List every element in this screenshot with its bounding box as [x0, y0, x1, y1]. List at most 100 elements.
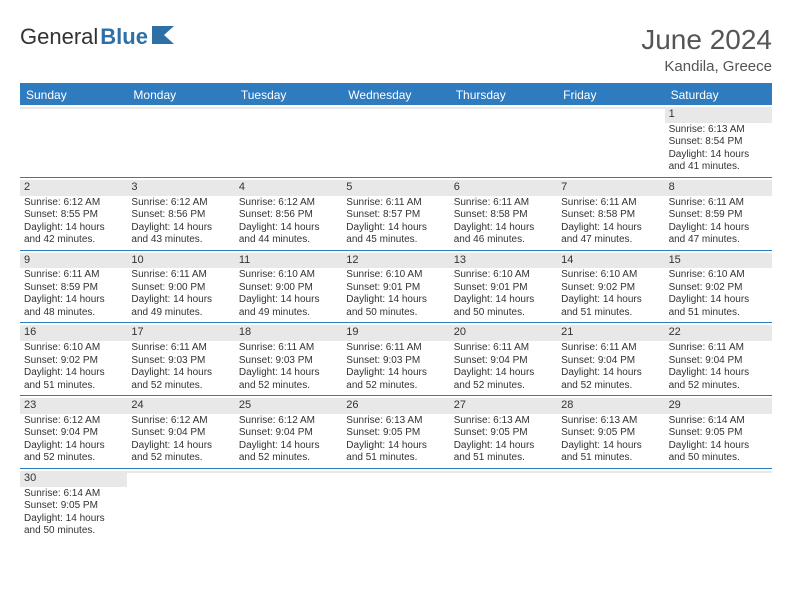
day-detail-line: Sunrise: 6:11 AM: [454, 197, 553, 210]
day-detail-line: and 47 minutes.: [669, 234, 768, 247]
day-detail-line: Sunset: 8:56 PM: [239, 209, 338, 222]
day-number: 16: [24, 326, 36, 338]
brand-logo: GeneralBlue: [20, 24, 178, 50]
day-number: 30: [24, 472, 36, 484]
day-number: 1: [669, 108, 675, 120]
day-detail-line: and 43 minutes.: [131, 234, 230, 247]
day-detail-line: Sunset: 9:03 PM: [131, 355, 230, 368]
day-number-bar: 9: [20, 253, 127, 269]
day-cell: [342, 469, 449, 541]
header: GeneralBlue June 2024 Kandila, Greece: [20, 24, 772, 75]
day-number-bar: 1: [665, 107, 772, 123]
day-number-bar: [342, 107, 449, 109]
day-detail-line: Sunset: 9:02 PM: [669, 282, 768, 295]
day-detail-line: and 51 minutes.: [346, 452, 445, 465]
day-number: 17: [131, 326, 143, 338]
title-block: June 2024 Kandila, Greece: [641, 24, 772, 75]
day-number: 20: [454, 326, 466, 338]
day-number-bar: 29: [665, 398, 772, 414]
calendar-grid: Sunday Monday Tuesday Wednesday Thursday…: [20, 83, 772, 541]
day-detail-line: and 52 minutes.: [239, 380, 338, 393]
day-detail-line: Sunset: 9:05 PM: [669, 427, 768, 440]
dow-thursday: Thursday: [450, 85, 557, 105]
day-number-bar: [665, 471, 772, 473]
day-number-bar: 6: [450, 180, 557, 196]
day-number-bar: 13: [450, 253, 557, 269]
day-detail-line: Sunrise: 6:11 AM: [669, 342, 768, 355]
day-number: 2: [24, 181, 30, 193]
day-cell: [127, 105, 234, 177]
day-detail-line: Sunset: 9:02 PM: [561, 282, 660, 295]
day-cell: 6Sunrise: 6:11 AMSunset: 8:58 PMDaylight…: [450, 178, 557, 250]
day-number-bar: 17: [127, 325, 234, 341]
day-cell: 13Sunrise: 6:10 AMSunset: 9:01 PMDayligh…: [450, 251, 557, 323]
day-detail-line: Daylight: 14 hours: [669, 440, 768, 453]
day-number-bar: 11: [235, 253, 342, 269]
day-detail-line: and 52 minutes.: [24, 452, 123, 465]
day-number-bar: 26: [342, 398, 449, 414]
day-number-bar: 3: [127, 180, 234, 196]
day-detail-line: Sunrise: 6:10 AM: [24, 342, 123, 355]
day-number: 23: [24, 399, 36, 411]
day-detail-line: Sunset: 9:04 PM: [669, 355, 768, 368]
day-detail-line: and 52 minutes.: [131, 452, 230, 465]
day-cell: 9Sunrise: 6:11 AMSunset: 8:59 PMDaylight…: [20, 251, 127, 323]
day-detail-line: and 52 minutes.: [131, 380, 230, 393]
day-detail-line: Daylight: 14 hours: [669, 294, 768, 307]
day-number: 6: [454, 181, 460, 193]
day-cell: 26Sunrise: 6:13 AMSunset: 9:05 PMDayligh…: [342, 396, 449, 468]
day-detail-line: Daylight: 14 hours: [239, 367, 338, 380]
day-number-bar: [20, 107, 127, 109]
day-detail-line: Daylight: 14 hours: [24, 294, 123, 307]
day-detail-line: and 50 minutes.: [24, 525, 123, 538]
day-detail-line: Sunrise: 6:10 AM: [239, 269, 338, 282]
day-number: 24: [131, 399, 143, 411]
day-number: 5: [346, 181, 352, 193]
day-detail-line: and 45 minutes.: [346, 234, 445, 247]
day-number: 19: [346, 326, 358, 338]
day-detail-line: Sunset: 9:05 PM: [561, 427, 660, 440]
day-detail-line: Sunset: 9:04 PM: [561, 355, 660, 368]
day-detail-line: Daylight: 14 hours: [239, 440, 338, 453]
day-number-bar: [235, 471, 342, 473]
day-number-bar: 2: [20, 180, 127, 196]
day-detail-line: Sunset: 9:00 PM: [131, 282, 230, 295]
day-number-bar: 16: [20, 325, 127, 341]
day-detail-line: Sunrise: 6:11 AM: [669, 197, 768, 210]
day-detail-line: Sunset: 8:58 PM: [561, 209, 660, 222]
day-cell: 18Sunrise: 6:11 AMSunset: 9:03 PMDayligh…: [235, 323, 342, 395]
day-detail-line: Sunset: 9:00 PM: [239, 282, 338, 295]
day-detail-line: Sunset: 9:04 PM: [454, 355, 553, 368]
day-number: 4: [239, 181, 245, 193]
day-cell: 29Sunrise: 6:14 AMSunset: 9:05 PMDayligh…: [665, 396, 772, 468]
day-cell: [235, 105, 342, 177]
day-detail-line: and 52 minutes.: [454, 380, 553, 393]
brand-part1: General: [20, 24, 98, 50]
day-number: 7: [561, 181, 567, 193]
day-number-bar: 15: [665, 253, 772, 269]
dow-header: Sunday Monday Tuesday Wednesday Thursday…: [20, 85, 772, 105]
day-number-bar: 18: [235, 325, 342, 341]
day-detail-line: Daylight: 14 hours: [346, 367, 445, 380]
day-detail-line: Daylight: 14 hours: [131, 367, 230, 380]
week-row: 30Sunrise: 6:14 AMSunset: 9:05 PMDayligh…: [20, 469, 772, 541]
day-cell: 22Sunrise: 6:11 AMSunset: 9:04 PMDayligh…: [665, 323, 772, 395]
day-number-bar: 27: [450, 398, 557, 414]
day-detail-line: Sunset: 8:54 PM: [669, 136, 768, 149]
day-detail-line: Sunset: 9:05 PM: [346, 427, 445, 440]
day-cell: 1Sunrise: 6:13 AMSunset: 8:54 PMDaylight…: [665, 105, 772, 177]
day-cell: [342, 105, 449, 177]
day-detail-line: and 51 minutes.: [454, 452, 553, 465]
day-cell: 11Sunrise: 6:10 AMSunset: 9:00 PMDayligh…: [235, 251, 342, 323]
day-number-bar: 22: [665, 325, 772, 341]
day-cell: 16Sunrise: 6:10 AMSunset: 9:02 PMDayligh…: [20, 323, 127, 395]
day-detail-line: Sunset: 8:57 PM: [346, 209, 445, 222]
day-number: 11: [239, 254, 250, 266]
day-number: 12: [346, 254, 358, 266]
day-cell: [450, 105, 557, 177]
day-detail-line: Daylight: 14 hours: [454, 367, 553, 380]
day-number-bar: [557, 471, 664, 473]
day-number: 3: [131, 181, 137, 193]
day-cell: 8Sunrise: 6:11 AMSunset: 8:59 PMDaylight…: [665, 178, 772, 250]
day-detail-line: and 46 minutes.: [454, 234, 553, 247]
